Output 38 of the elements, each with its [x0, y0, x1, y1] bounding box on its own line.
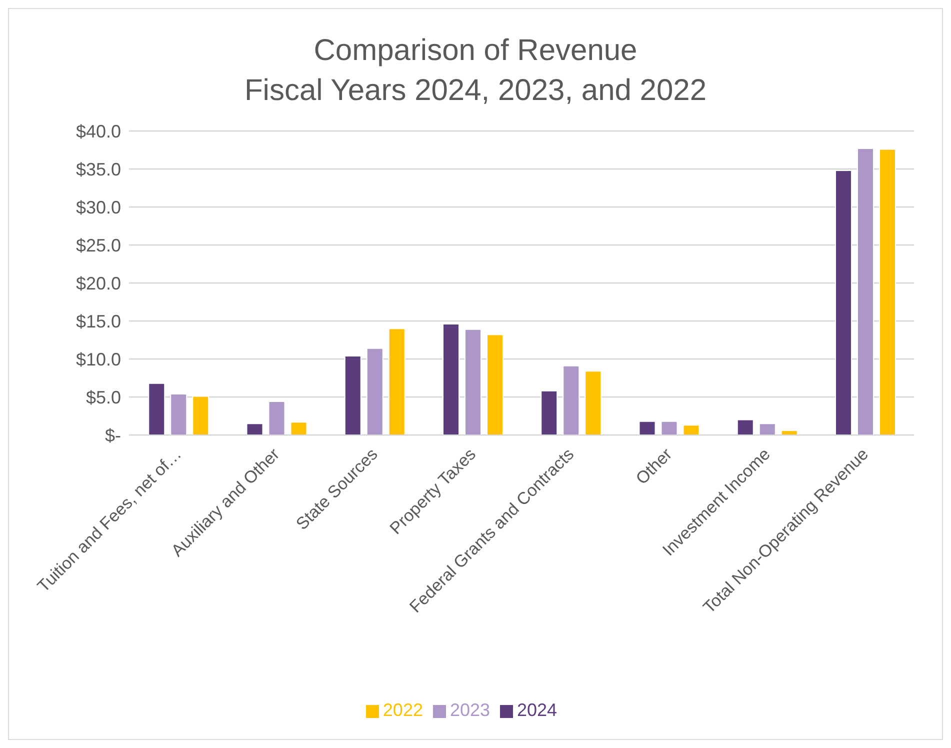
- legend-label: 2023: [450, 700, 490, 720]
- bar: [170, 393, 188, 435]
- bar: [442, 324, 460, 435]
- y-tick-label: $20.0: [76, 273, 121, 294]
- bar: [660, 420, 678, 435]
- y-tick-label: $10.0: [76, 349, 121, 370]
- bar: [486, 334, 504, 435]
- bar: [758, 423, 776, 435]
- bar: [780, 430, 798, 435]
- bar: [246, 423, 264, 435]
- bar: [682, 424, 700, 435]
- y-tick-label: $25.0: [76, 235, 121, 256]
- y-tick-label: $30.0: [76, 197, 121, 218]
- bar: [268, 401, 286, 435]
- bar: [464, 328, 482, 435]
- chart-title: Comparison of Revenue: [312, 33, 638, 69]
- bar: [879, 148, 896, 435]
- bar: [148, 382, 166, 435]
- chart-subtitle: Fiscal Years 2024, 2023, and 2022: [243, 73, 708, 109]
- y-tick-label: $15.0: [76, 311, 121, 332]
- bar: [192, 396, 210, 435]
- bar: [540, 390, 558, 435]
- bar: [835, 170, 852, 435]
- legend-label: 2022: [382, 700, 423, 720]
- bar: [366, 348, 384, 435]
- legend-label: 2024: [517, 700, 558, 720]
- y-tick-label: $5.0: [86, 387, 121, 408]
- bar: [857, 148, 874, 435]
- bar: [584, 370, 602, 435]
- y-tick-label: $-: [104, 425, 121, 446]
- bar: [638, 420, 656, 435]
- bar: [736, 419, 754, 435]
- bar: [388, 328, 406, 435]
- y-tick-label: $40.0: [76, 121, 121, 142]
- bar: [290, 422, 308, 435]
- bar: [562, 365, 580, 435]
- y-tick-label: $35.0: [76, 159, 121, 180]
- bar: [344, 355, 362, 435]
